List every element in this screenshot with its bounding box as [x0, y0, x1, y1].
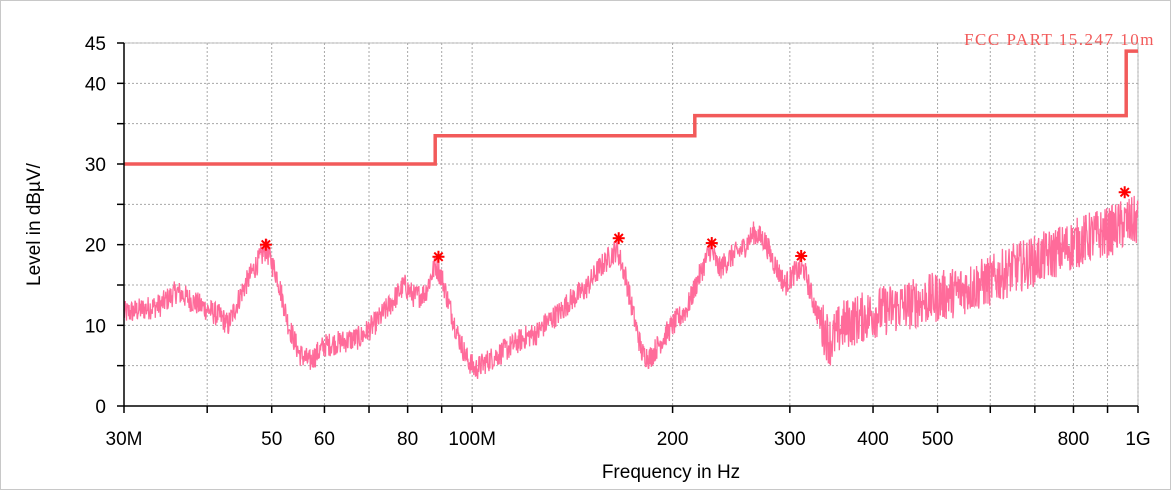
- y-tick-label: 20: [85, 236, 106, 257]
- plot-area: [123, 42, 1139, 407]
- limit-line-group: [124, 49, 1138, 166]
- x-tick-label: 400: [857, 429, 889, 450]
- x-tick-label: 60: [314, 429, 335, 450]
- x-tick-label: 1G: [1125, 429, 1150, 450]
- peak-marker-stroke: [260, 239, 271, 250]
- measurement-trace: [123, 195, 1139, 379]
- peak-marker: [612, 232, 625, 245]
- y-tick-label: 45: [85, 34, 106, 55]
- x-axis-title: Frequency in Hz: [602, 462, 740, 483]
- peak-marker-stroke: [613, 233, 624, 244]
- x-tick-label: 300: [774, 429, 806, 450]
- peak-markers: [259, 186, 1131, 263]
- y-tick-label: 40: [85, 74, 106, 95]
- grid: [123, 42, 1139, 407]
- y-tick-label: 0: [95, 397, 106, 418]
- peak-marker: [795, 249, 808, 262]
- x-tick-label: 200: [657, 429, 689, 450]
- peak-marker: [259, 238, 272, 251]
- y-axis-title: Level in dBµV/: [24, 162, 45, 286]
- peak-marker-stroke: [1119, 187, 1130, 198]
- y-tick-label: 30: [85, 155, 106, 176]
- x-tick-label: 80: [397, 429, 418, 450]
- limit-line: [124, 49, 1138, 166]
- x-tick-label: 30M: [106, 429, 143, 450]
- x-tick-label: 100M: [448, 429, 496, 450]
- x-tick-label: 500: [922, 429, 954, 450]
- measurement-trace-group: [123, 195, 1139, 379]
- peak-marker: [705, 237, 718, 250]
- peak-marker-stroke: [433, 251, 444, 262]
- peak-marker-stroke: [796, 251, 807, 261]
- peak-marker: [432, 250, 445, 263]
- peak-marker-stroke: [706, 238, 717, 248]
- limit-line-label: FCC PART 15.247 10m: [964, 30, 1155, 49]
- peak-marker: [1118, 186, 1131, 199]
- y-tick-label: 10: [85, 316, 106, 337]
- axes: 30M 50 60 80 100M 200 300 400 500 800 1G 0 10 20 30 40 4…: [85, 34, 1151, 450]
- x-tick-label: 800: [1058, 429, 1090, 450]
- x-tick-label: 50: [261, 429, 282, 450]
